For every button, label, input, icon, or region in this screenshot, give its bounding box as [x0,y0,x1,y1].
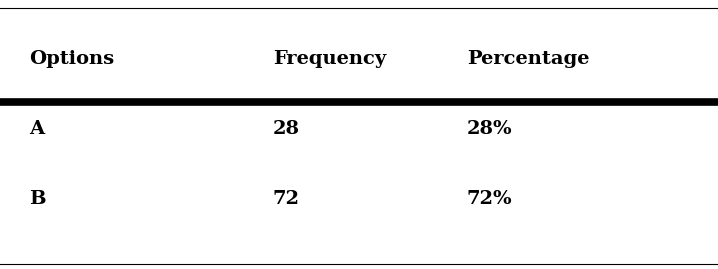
Text: Percentage: Percentage [467,50,589,68]
Text: B: B [29,190,45,208]
Text: Options: Options [29,50,114,68]
Text: 28: 28 [273,120,300,138]
Text: A: A [29,120,44,138]
Text: 28%: 28% [467,120,513,138]
Text: Frequency: Frequency [273,50,386,68]
Text: 72: 72 [273,190,300,208]
Text: 72%: 72% [467,190,513,208]
